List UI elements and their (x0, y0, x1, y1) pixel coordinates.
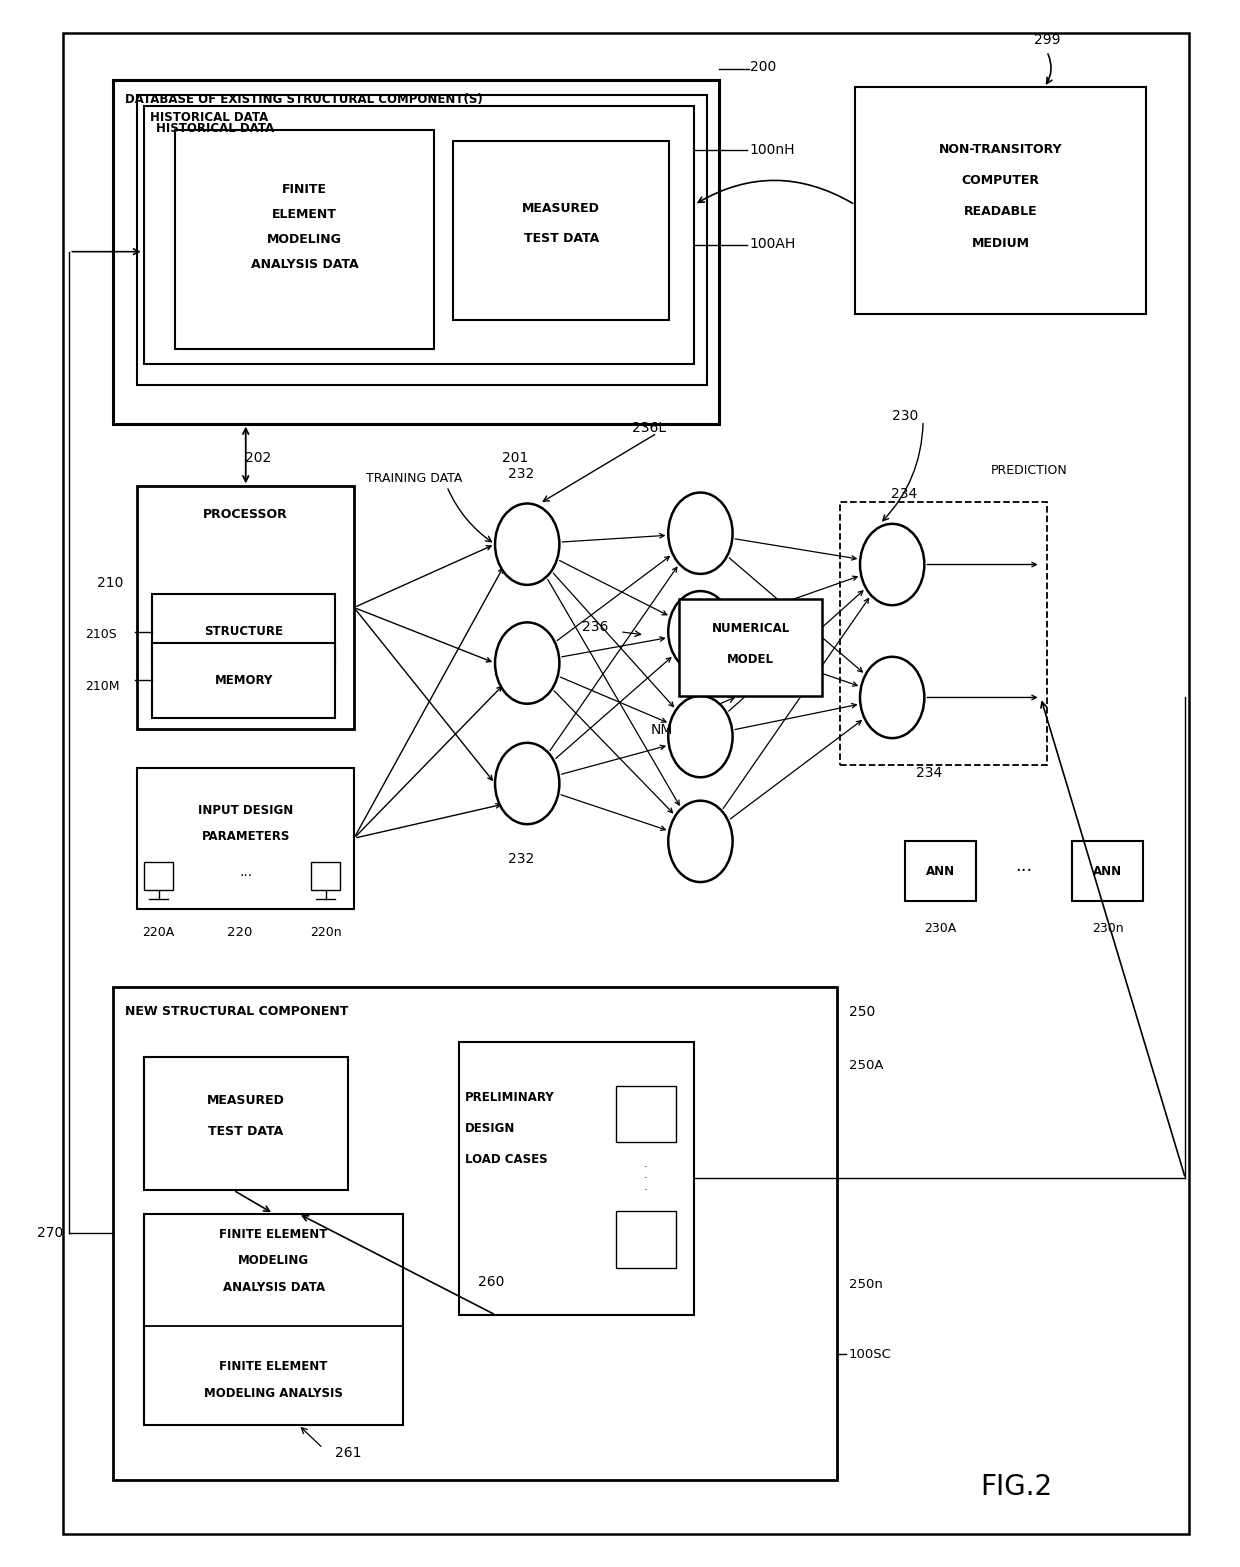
Text: 250n: 250n (849, 1277, 883, 1291)
Text: FINITE ELEMENT: FINITE ELEMENT (219, 1227, 327, 1241)
Text: MODELING ANALYSIS: MODELING ANALYSIS (205, 1387, 343, 1399)
Text: 202: 202 (246, 451, 272, 465)
Bar (616, 1211, 676, 1268)
Circle shape (668, 696, 733, 777)
Text: ···: ··· (1016, 862, 1033, 881)
Bar (113, 80, 719, 423)
Text: 100AH: 100AH (750, 237, 796, 251)
Bar (680, 599, 822, 696)
Bar (113, 987, 837, 1479)
Circle shape (668, 492, 733, 574)
Bar (904, 841, 976, 901)
Text: ···: ··· (239, 868, 252, 882)
Text: DESIGN: DESIGN (465, 1122, 516, 1135)
Text: 230n: 230n (1091, 923, 1123, 935)
Circle shape (668, 591, 733, 672)
Text: FINITE ELEMENT: FINITE ELEMENT (219, 1360, 327, 1373)
Text: NM: NM (651, 724, 673, 738)
Text: FIG.2: FIG.2 (980, 1473, 1052, 1501)
Text: 250: 250 (849, 1004, 875, 1019)
Circle shape (495, 622, 559, 704)
Bar (1071, 841, 1143, 901)
Text: ELEMENT: ELEMENT (272, 207, 337, 221)
Text: 232: 232 (508, 467, 534, 481)
Text: FINITE: FINITE (281, 183, 327, 196)
Text: ·
·
·: · · · (644, 1161, 647, 1196)
Bar (453, 141, 670, 321)
Text: PREDICTION: PREDICTION (991, 464, 1068, 478)
Bar (856, 88, 1146, 315)
Circle shape (495, 503, 559, 584)
Text: PRELIMINARY: PRELIMINARY (465, 1091, 556, 1103)
Text: MEMORY: MEMORY (215, 674, 273, 686)
Text: TRAINING DATA: TRAINING DATA (366, 472, 463, 484)
Text: TEST DATA: TEST DATA (523, 232, 599, 244)
Text: 220: 220 (227, 926, 252, 939)
Bar (144, 1214, 403, 1424)
Text: 230: 230 (893, 409, 919, 423)
Text: MODELING: MODELING (267, 232, 342, 246)
Text: MEASURED: MEASURED (207, 1094, 285, 1106)
Bar (138, 96, 707, 384)
Text: 100nH: 100nH (750, 143, 795, 157)
Text: 201: 201 (502, 451, 528, 465)
Bar (153, 642, 336, 718)
Text: ANN: ANN (1092, 865, 1122, 878)
Text: 210S: 210S (86, 628, 118, 641)
Text: DATABASE OF EXISTING STRUCTURAL COMPONENT(S): DATABASE OF EXISTING STRUCTURAL COMPONEN… (125, 94, 482, 107)
Text: LOAD CASES: LOAD CASES (465, 1153, 548, 1166)
Text: 234: 234 (916, 766, 942, 779)
Bar (144, 1058, 347, 1191)
Text: HISTORICAL DATA: HISTORICAL DATA (156, 122, 274, 135)
Circle shape (861, 523, 924, 605)
Text: ANN: ANN (926, 865, 955, 878)
Text: 220A: 220A (143, 926, 175, 939)
Text: TEST DATA: TEST DATA (208, 1125, 284, 1138)
Text: 234: 234 (892, 487, 918, 501)
Text: 210: 210 (97, 577, 123, 591)
Bar (311, 862, 341, 890)
Text: 230A: 230A (924, 923, 956, 935)
Bar (144, 107, 694, 364)
Text: NUMERICAL: NUMERICAL (712, 622, 790, 635)
Text: MEDIUM: MEDIUM (971, 237, 1029, 249)
Circle shape (495, 743, 559, 824)
Circle shape (668, 801, 733, 882)
Bar (138, 768, 353, 909)
Text: 261: 261 (335, 1446, 361, 1460)
Text: 220n: 220n (310, 926, 341, 939)
Text: 232: 232 (508, 851, 534, 865)
Text: 260: 260 (477, 1276, 505, 1290)
Text: 236: 236 (582, 621, 609, 635)
Bar (153, 594, 336, 669)
Text: 100SC: 100SC (849, 1348, 892, 1362)
Text: HISTORICAL DATA: HISTORICAL DATA (150, 111, 268, 124)
Bar (616, 1086, 676, 1142)
Bar (138, 486, 353, 729)
Text: NON-TRANSITORY: NON-TRANSITORY (939, 143, 1063, 155)
Text: PROCESSOR: PROCESSOR (203, 508, 288, 520)
Circle shape (861, 657, 924, 738)
Text: 236L: 236L (632, 422, 666, 436)
Text: 250A: 250A (849, 1059, 883, 1072)
Text: 210M: 210M (86, 680, 120, 693)
Text: PARAMETERS: PARAMETERS (202, 831, 290, 843)
Text: ANALYSIS DATA: ANALYSIS DATA (222, 1280, 325, 1294)
Bar (175, 130, 434, 348)
Text: MODELING: MODELING (238, 1254, 309, 1268)
Text: MEASURED: MEASURED (522, 202, 600, 215)
Text: 270: 270 (37, 1227, 63, 1239)
Text: NEW STRUCTURAL COMPONENT: NEW STRUCTURAL COMPONENT (125, 1006, 348, 1019)
Bar (459, 1042, 694, 1315)
Text: 299: 299 (1034, 33, 1060, 47)
Text: STRUCTURE: STRUCTURE (205, 625, 284, 638)
Text: ANALYSIS DATA: ANALYSIS DATA (250, 257, 358, 271)
Bar (144, 862, 174, 890)
Text: READABLE: READABLE (963, 205, 1037, 218)
Text: MODEL: MODEL (727, 653, 774, 666)
Text: 200: 200 (750, 60, 776, 74)
Text: COMPUTER: COMPUTER (961, 174, 1039, 186)
Text: INPUT DESIGN: INPUT DESIGN (198, 804, 294, 816)
Bar (841, 501, 1047, 765)
